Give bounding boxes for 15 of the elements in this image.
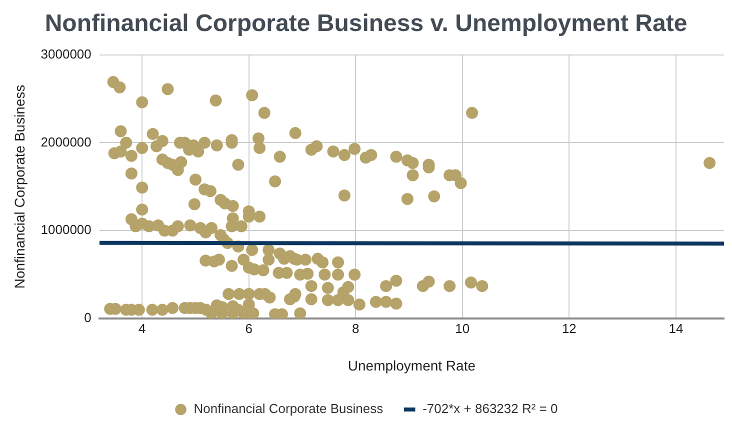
y-tick-label: 3000000 bbox=[40, 46, 92, 62]
y-tick-label: 0 bbox=[84, 310, 92, 326]
y-tick-label: 1000000 bbox=[40, 222, 92, 238]
x-tick-label: 12 bbox=[562, 320, 576, 336]
legend-label: -702*x + 863232 R² = 0 bbox=[422, 401, 558, 416]
y-tick-label: 2000000 bbox=[40, 134, 92, 150]
legend-label: Nonfinancial Corporate Business bbox=[194, 401, 384, 416]
x-tick-label: 6 bbox=[245, 320, 252, 336]
x-axis-title: Unemployment Rate bbox=[348, 357, 476, 374]
x-tick-label: 4 bbox=[138, 320, 146, 336]
y-axis-title: Nonfinancial Corporate Business bbox=[11, 84, 28, 289]
x-tick-label: 10 bbox=[455, 320, 470, 336]
x-tick-label: 14 bbox=[668, 320, 684, 336]
chart-title: Nonfinancial Corporate Business v. Unemployment Rate bbox=[44, 10, 688, 38]
x-tick-label: 8 bbox=[352, 320, 360, 336]
